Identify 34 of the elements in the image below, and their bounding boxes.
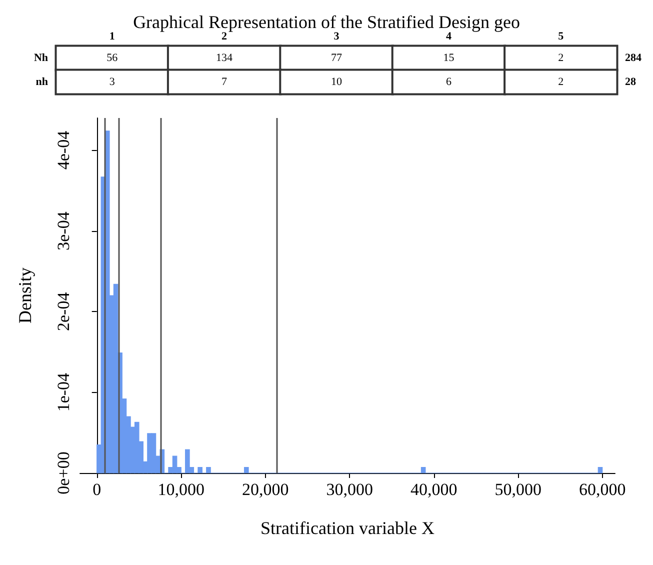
data-label: 56 <box>106 52 118 64</box>
x-tick-label: 40,000 <box>410 480 458 499</box>
x-axis-title: Stratification variable X <box>260 518 434 538</box>
y-axis-title: Density <box>15 268 35 324</box>
x-tick-label: 0 <box>92 480 102 499</box>
y-tick-label: 4e-04 <box>54 130 73 170</box>
data-label: 7 <box>222 76 228 88</box>
y-tick-label: 3e-04 <box>54 211 73 250</box>
data-label: 2 <box>558 76 564 88</box>
x-tick-label: 4 <box>446 30 452 42</box>
x-tick-label: 30,000 <box>326 480 373 499</box>
data-label: 15 <box>443 52 455 64</box>
y-tick-label: nh <box>36 76 48 88</box>
y2-tick-label: 28 <box>625 76 636 88</box>
data-label: 77 <box>331 52 342 64</box>
data-label: 6 <box>446 76 452 88</box>
x-tick-label: 2 <box>222 30 228 42</box>
x-tick-label: 20,000 <box>242 480 289 499</box>
x-tick-label: 10,000 <box>158 480 204 499</box>
chart-title: Graphical Representation of the Stratified Design geo <box>133 12 520 32</box>
data-label: 3 <box>109 76 116 88</box>
x-tick-label: 3 <box>334 30 340 42</box>
data-label: 10 <box>331 76 342 88</box>
y2-tick-label: 284 <box>625 52 642 64</box>
x-tick-label: 50,000 <box>494 480 542 499</box>
y-tick-label: 1e-04 <box>54 372 73 412</box>
data-label: 134 <box>216 52 234 64</box>
x-tick-label: 60,000 <box>578 480 626 499</box>
y-tick-label: 0e+00 <box>54 452 73 494</box>
x-tick-label: 1 <box>109 30 115 42</box>
x-tick-label: 5 <box>558 30 564 42</box>
y-tick-label: 2e-04 <box>54 292 73 331</box>
y-tick-label: Nh <box>34 52 48 64</box>
data-label: 2 <box>558 52 564 64</box>
